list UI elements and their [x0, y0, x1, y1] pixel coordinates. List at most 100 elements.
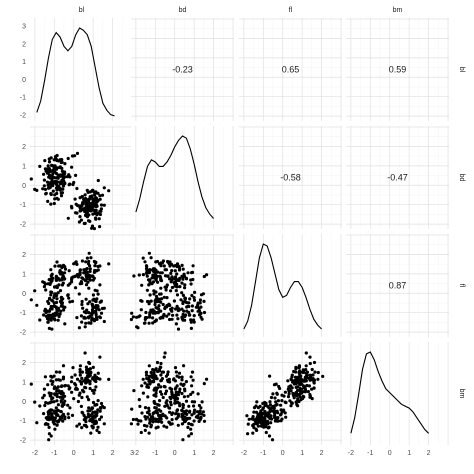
data-point [78, 268, 82, 272]
data-point [78, 273, 82, 277]
data-point [47, 278, 51, 282]
data-point [43, 159, 47, 163]
data-point [84, 297, 88, 301]
data-point [298, 389, 302, 393]
data-point [159, 292, 163, 296]
data-point [56, 318, 60, 322]
data-point [175, 313, 179, 317]
y-tick-label: 0 [22, 399, 26, 406]
data-point [84, 365, 88, 369]
data-point [88, 208, 92, 212]
data-point [48, 296, 52, 300]
data-point [61, 396, 65, 401]
x-tick-label: 1 [407, 450, 411, 457]
data-point [60, 384, 64, 388]
data-point [49, 408, 53, 412]
data-point [187, 422, 191, 426]
data-point [304, 379, 308, 383]
data-point [53, 292, 57, 296]
y-tick-label: 1 [22, 271, 26, 278]
data-point [95, 307, 99, 311]
data-point [290, 373, 294, 377]
panel-background [239, 234, 342, 337]
data-point [90, 417, 94, 421]
data-point [59, 301, 64, 305]
data-point [92, 208, 96, 213]
data-point [97, 217, 101, 221]
data-point [297, 399, 301, 404]
data-point [53, 393, 57, 397]
data-point [290, 401, 294, 405]
data-point [269, 421, 273, 425]
data-point [258, 404, 262, 408]
data-point [308, 373, 312, 377]
data-point [38, 164, 42, 168]
x-tick-label: 1 [192, 450, 196, 457]
data-point [311, 373, 315, 377]
data-point [170, 269, 174, 273]
data-point [43, 187, 48, 191]
data-point [158, 275, 162, 279]
data-point [46, 412, 51, 416]
data-point [272, 383, 277, 387]
data-point [156, 403, 160, 407]
data-point [172, 264, 176, 268]
data-point [59, 160, 64, 164]
data-point [55, 191, 59, 196]
data-point [52, 201, 56, 206]
data-point [143, 316, 148, 320]
data-point [144, 417, 148, 421]
data-point [74, 260, 78, 264]
data-point [180, 263, 184, 267]
data-point [84, 260, 88, 264]
data-point [174, 307, 178, 311]
data-point [35, 303, 39, 307]
data-point [196, 301, 200, 305]
data-point [74, 286, 78, 290]
data-point [98, 194, 102, 198]
data-point [255, 400, 259, 404]
data-point [47, 175, 51, 179]
data-point [165, 296, 169, 300]
data-point [77, 422, 81, 426]
data-point [50, 179, 54, 183]
data-point [66, 403, 70, 407]
data-point [183, 411, 187, 415]
data-point [154, 290, 158, 294]
data-point [145, 264, 149, 269]
data-point [162, 312, 166, 317]
y-tick-label: -1 [20, 310, 26, 317]
data-point [169, 400, 173, 404]
data-point [83, 417, 87, 421]
data-point [254, 418, 258, 422]
data-point [83, 351, 87, 355]
data-point [176, 327, 181, 331]
data-point [307, 384, 311, 388]
data-point [73, 197, 77, 201]
data-point [73, 154, 77, 158]
row-strip-bl: bl [458, 67, 465, 73]
data-point [191, 264, 195, 268]
data-point [174, 370, 178, 374]
data-point [93, 264, 97, 268]
data-point [49, 192, 53, 197]
row-strip-bm: bm [458, 389, 465, 399]
data-point [63, 417, 67, 421]
data-point [269, 395, 274, 400]
data-point [175, 401, 179, 405]
data-point [66, 283, 70, 287]
data-point [180, 291, 184, 295]
data-point [306, 390, 310, 394]
panel-bd-bm: -0.47 [346, 126, 449, 229]
data-point [268, 374, 272, 378]
data-point [160, 297, 164, 301]
x-tick-label: -1 [51, 450, 57, 457]
data-point [173, 275, 178, 279]
data-point [153, 302, 157, 307]
data-point [58, 415, 63, 420]
data-point [42, 393, 46, 397]
data-point [88, 382, 92, 386]
data-point [303, 388, 308, 392]
data-point [70, 413, 75, 417]
data-point [176, 423, 180, 427]
